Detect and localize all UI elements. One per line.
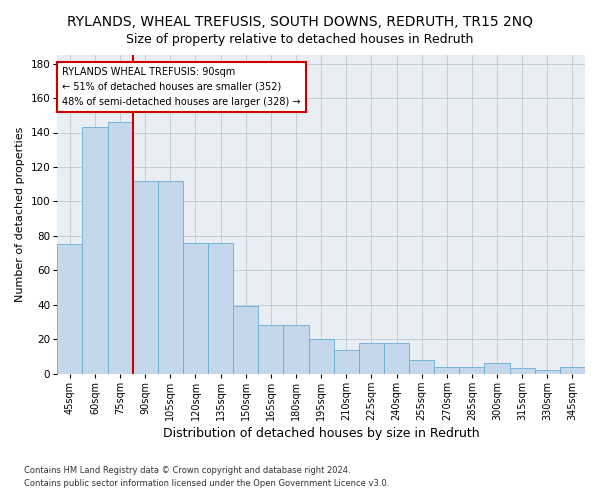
Bar <box>560 366 585 374</box>
Bar <box>283 326 308 374</box>
Bar <box>82 128 107 374</box>
Bar <box>208 242 233 374</box>
Bar <box>183 242 208 374</box>
Bar <box>107 122 133 374</box>
Bar <box>334 350 359 374</box>
Bar <box>233 306 258 374</box>
Bar <box>158 180 183 374</box>
Bar <box>258 326 283 374</box>
Text: RYLANDS, WHEAL TREFUSIS, SOUTH DOWNS, REDRUTH, TR15 2NQ: RYLANDS, WHEAL TREFUSIS, SOUTH DOWNS, RE… <box>67 15 533 29</box>
Bar <box>535 370 560 374</box>
Bar <box>409 360 434 374</box>
Bar <box>509 368 535 374</box>
Bar <box>133 180 158 374</box>
X-axis label: Distribution of detached houses by size in Redruth: Distribution of detached houses by size … <box>163 427 479 440</box>
Bar <box>460 366 484 374</box>
Bar <box>434 366 460 374</box>
Bar <box>308 339 334 374</box>
Bar <box>384 342 409 374</box>
Text: RYLANDS WHEAL TREFUSIS: 90sqm
← 51% of detached houses are smaller (352)
48% of : RYLANDS WHEAL TREFUSIS: 90sqm ← 51% of d… <box>62 67 301 106</box>
Bar <box>359 342 384 374</box>
Bar <box>57 244 82 374</box>
Text: Contains HM Land Registry data © Crown copyright and database right 2024.
Contai: Contains HM Land Registry data © Crown c… <box>24 466 389 487</box>
Y-axis label: Number of detached properties: Number of detached properties <box>15 126 25 302</box>
Bar <box>484 364 509 374</box>
Text: Size of property relative to detached houses in Redruth: Size of property relative to detached ho… <box>127 32 473 46</box>
